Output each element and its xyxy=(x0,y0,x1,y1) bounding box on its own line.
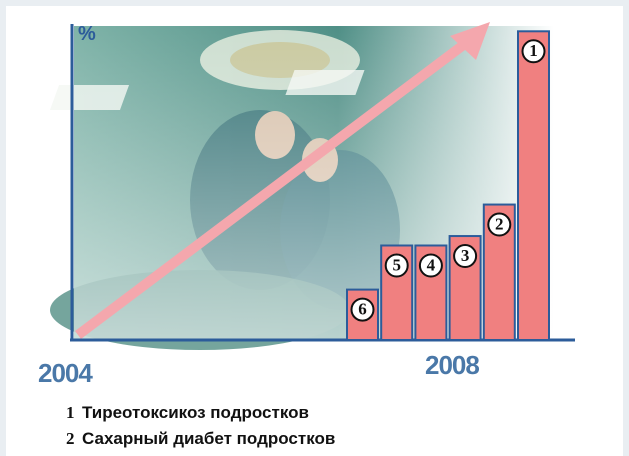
x-label: 2008 xyxy=(425,350,479,380)
bar-label: 4 xyxy=(427,255,436,274)
bar-label: 6 xyxy=(358,300,367,319)
bar-label: 5 xyxy=(392,255,401,274)
legend-text: Тиреотоксикоз подростков xyxy=(82,403,309,422)
legend-number: 1 xyxy=(66,403,75,422)
bar-label: 1 xyxy=(529,41,538,60)
legend-number: 2 xyxy=(66,429,75,448)
x-label: 2004 xyxy=(38,358,93,388)
bar xyxy=(518,31,549,340)
bar-label: 2 xyxy=(495,214,504,233)
y-axis-label: % xyxy=(78,23,96,45)
chart: % 2004 2008 1 Тиреотоксикоз подростков 2… xyxy=(0,0,629,456)
legend-text: Сахарный диабет подростков xyxy=(82,429,335,448)
bar-label: 3 xyxy=(461,246,470,265)
